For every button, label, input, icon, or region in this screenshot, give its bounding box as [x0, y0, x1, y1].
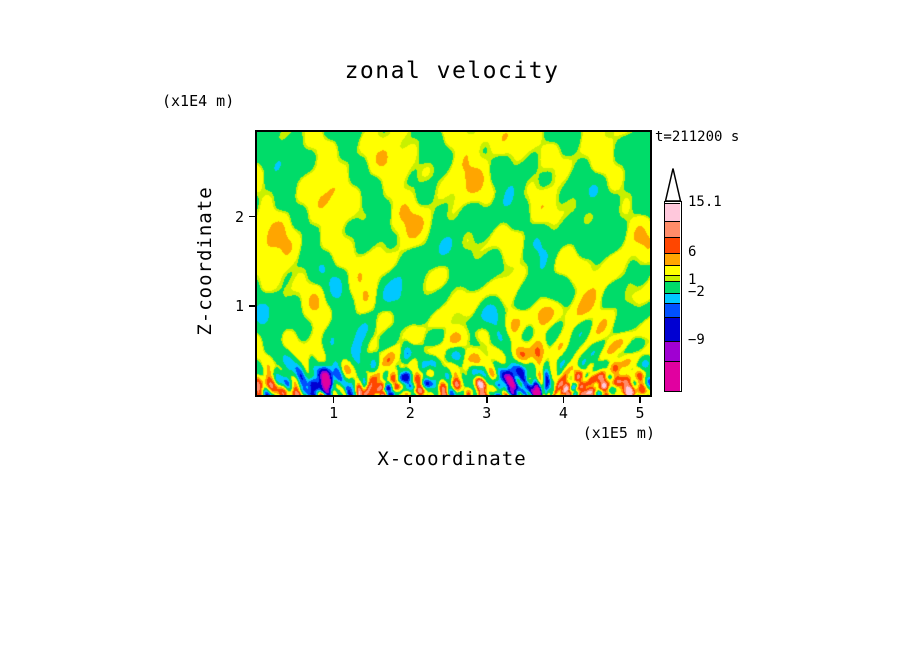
colorbar-label: −9 — [688, 332, 705, 348]
colorbar-band — [664, 264, 680, 275]
field-canvas — [257, 132, 650, 395]
x-axis-unit-label: (x1E5 m) — [582, 424, 655, 442]
colorbar-band — [664, 340, 680, 361]
z-axis-title: Z-coordinate — [194, 186, 216, 336]
x-tick-label: 4 — [558, 404, 568, 422]
plot-area — [255, 130, 652, 397]
colorbar — [663, 200, 682, 392]
z-tick — [249, 305, 255, 307]
colorbar-label: 15.1 — [688, 194, 722, 210]
colorbar-band — [664, 360, 680, 391]
colorbar-band — [664, 220, 680, 237]
colorbar-band — [664, 274, 680, 281]
chart-title: zonal velocity — [344, 58, 560, 84]
x-tick-label: 2 — [405, 404, 415, 422]
z-tick — [249, 215, 255, 218]
colorbar-arrow-tip-icon — [664, 168, 681, 202]
time-label: t=211200 s — [655, 129, 740, 145]
colorbar-band — [664, 236, 680, 253]
z-tick-label: 1 — [234, 296, 244, 315]
colorbar-band — [664, 316, 680, 341]
colorbar-band — [664, 280, 680, 293]
z-tick-label: 2 — [234, 207, 244, 226]
x-tick-label: 1 — [329, 404, 339, 422]
x-tick — [562, 397, 565, 403]
x-tick — [639, 397, 641, 403]
colorbar-band — [664, 302, 680, 317]
colorbar-band — [664, 252, 680, 265]
x-tick — [409, 397, 411, 403]
x-axis-title: X-coordinate — [377, 448, 527, 470]
colorbar-band — [664, 202, 680, 221]
colorbar-band — [664, 292, 680, 303]
x-tick — [332, 397, 335, 403]
z-axis-unit-label: (x1E4 m) — [162, 92, 235, 110]
x-tick-label: 3 — [482, 404, 492, 422]
colorbar-label: 6 — [688, 244, 697, 260]
colorbar-label: 1 — [688, 272, 697, 288]
colorbar-label: −2 — [688, 284, 705, 300]
x-tick-label: 5 — [635, 404, 645, 422]
x-tick — [486, 397, 488, 403]
